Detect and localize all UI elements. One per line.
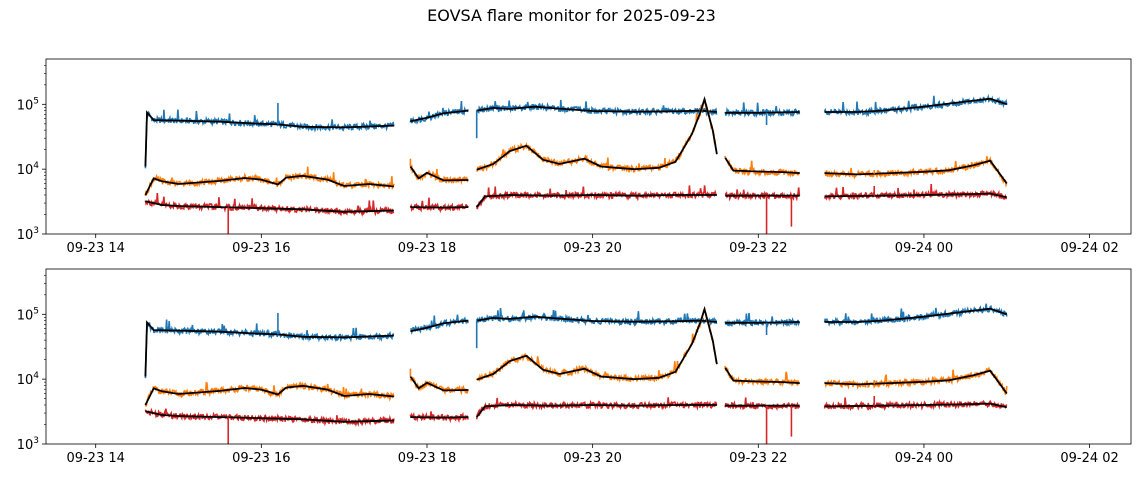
x-tick-label: 09-23 16	[232, 241, 290, 256]
raw-trace-line	[409, 197, 469, 214]
smoothed-trace-line	[476, 305, 718, 381]
x-tick-label: 09-23 18	[398, 241, 456, 256]
x-tick-label: 09-24 02	[1060, 451, 1118, 466]
raw-trace-line	[409, 411, 469, 424]
smoothed-trace-line	[409, 375, 469, 392]
x-tick-label: 09-24 02	[1060, 241, 1118, 256]
y-tick-label: 105	[17, 306, 39, 323]
x-tick-label: 09-23 14	[66, 451, 124, 466]
y-tick-label: 104	[17, 161, 40, 178]
x-tick-label: 09-24 00	[895, 451, 953, 466]
raw-trace-line	[475, 185, 717, 210]
smoothed-trace-line	[824, 97, 1008, 113]
smoothed-trace-line	[824, 402, 1007, 409]
raw-trace-line	[144, 319, 395, 379]
smoothed-trace-line	[144, 384, 394, 406]
raw-trace-line	[475, 397, 718, 420]
smoothed-trace-line	[824, 307, 1008, 323]
chart-title: EOVSA flare monitor for 2025-09-23	[427, 6, 716, 25]
smoothed-trace-line	[410, 416, 469, 419]
y-tick-label: 103	[17, 436, 39, 453]
smoothed-trace-line	[410, 206, 469, 209]
top-panel: 09-23 14 09-23 16 09-23 18 09-23 20 09-23 22…	[17, 58, 1132, 256]
smoothed-trace-line	[144, 110, 394, 167]
x-tick-label: 09-23 18	[398, 451, 456, 466]
x-tick-label: 09-23 22	[729, 241, 787, 256]
raw-trace-line	[724, 102, 801, 119]
raw-trace-line	[724, 397, 801, 411]
y-tick-label: 105	[17, 96, 39, 113]
raw-trace-line	[724, 312, 801, 328]
smoothed-trace-line	[824, 369, 1008, 395]
smoothed-trace-line	[476, 315, 717, 323]
raw-trace-line	[724, 187, 801, 202]
smoothed-trace-line	[725, 321, 800, 324]
smoothed-trace-line	[409, 165, 469, 182]
series-group	[144, 93, 1008, 234]
raw-trace-line	[824, 155, 1008, 188]
x-tick-label: 09-24 00	[895, 241, 953, 256]
smoothed-trace-line	[144, 320, 394, 377]
y-tick-label: 104	[17, 371, 40, 388]
x-tick-label: 09-23 20	[563, 241, 621, 256]
smoothed-trace-line	[824, 159, 1008, 185]
smoothed-trace-line	[725, 111, 800, 114]
smoothed-trace-line	[145, 410, 394, 423]
bottom-panel: 09-23 14 09-23 16 09-23 18 09-23 20 09-23 22…	[17, 268, 1132, 466]
smoothed-trace-line	[824, 192, 1007, 199]
smoothed-trace-line	[144, 174, 394, 196]
smoothed-trace-line	[476, 105, 717, 113]
smoothed-trace-line	[476, 95, 718, 171]
smoothed-trace-line	[410, 109, 469, 123]
x-tick-label: 09-23 16	[232, 451, 290, 466]
axes-frame	[45, 58, 1132, 235]
smoothed-trace-line	[410, 319, 469, 333]
x-tick-label: 09-23 22	[729, 451, 787, 466]
smoothed-trace-line	[475, 404, 717, 418]
smoothed-trace-line	[724, 367, 800, 384]
smoothed-trace-line	[145, 200, 394, 213]
raw-trace-line	[144, 380, 395, 407]
x-tick-label: 09-23 14	[66, 241, 124, 256]
smoothed-trace-line	[475, 194, 717, 208]
raw-trace-line	[144, 109, 395, 169]
x-tick-label: 09-23 20	[563, 451, 621, 466]
y-tick-label: 103	[17, 226, 39, 243]
raw-trace-line	[475, 98, 718, 173]
smoothed-trace-line	[724, 157, 800, 174]
series-group	[144, 303, 1008, 444]
axes-frame	[45, 268, 1132, 445]
raw-trace-line	[475, 99, 718, 117]
